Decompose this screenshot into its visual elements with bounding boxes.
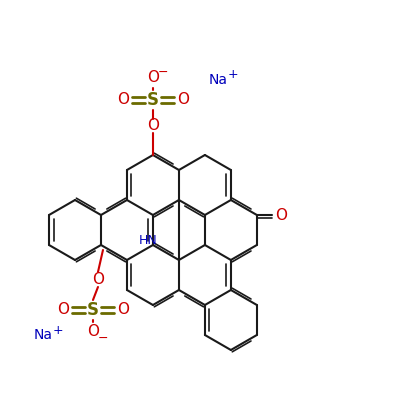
Text: O: O xyxy=(275,208,287,222)
Text: O: O xyxy=(57,302,69,318)
Text: O: O xyxy=(117,92,129,108)
Text: Na: Na xyxy=(34,328,52,342)
Text: +: + xyxy=(228,68,238,82)
Text: O: O xyxy=(147,70,159,86)
Text: O: O xyxy=(177,92,189,108)
Text: O: O xyxy=(147,118,159,134)
Text: −: − xyxy=(98,332,108,344)
Text: S: S xyxy=(147,91,159,109)
Text: O: O xyxy=(87,324,99,340)
Text: −: − xyxy=(158,66,168,78)
Text: Na: Na xyxy=(208,73,228,87)
Text: HN: HN xyxy=(138,234,157,246)
Text: +: + xyxy=(53,324,63,336)
Text: O: O xyxy=(117,302,129,318)
Text: O: O xyxy=(92,272,104,288)
Text: S: S xyxy=(87,301,99,319)
